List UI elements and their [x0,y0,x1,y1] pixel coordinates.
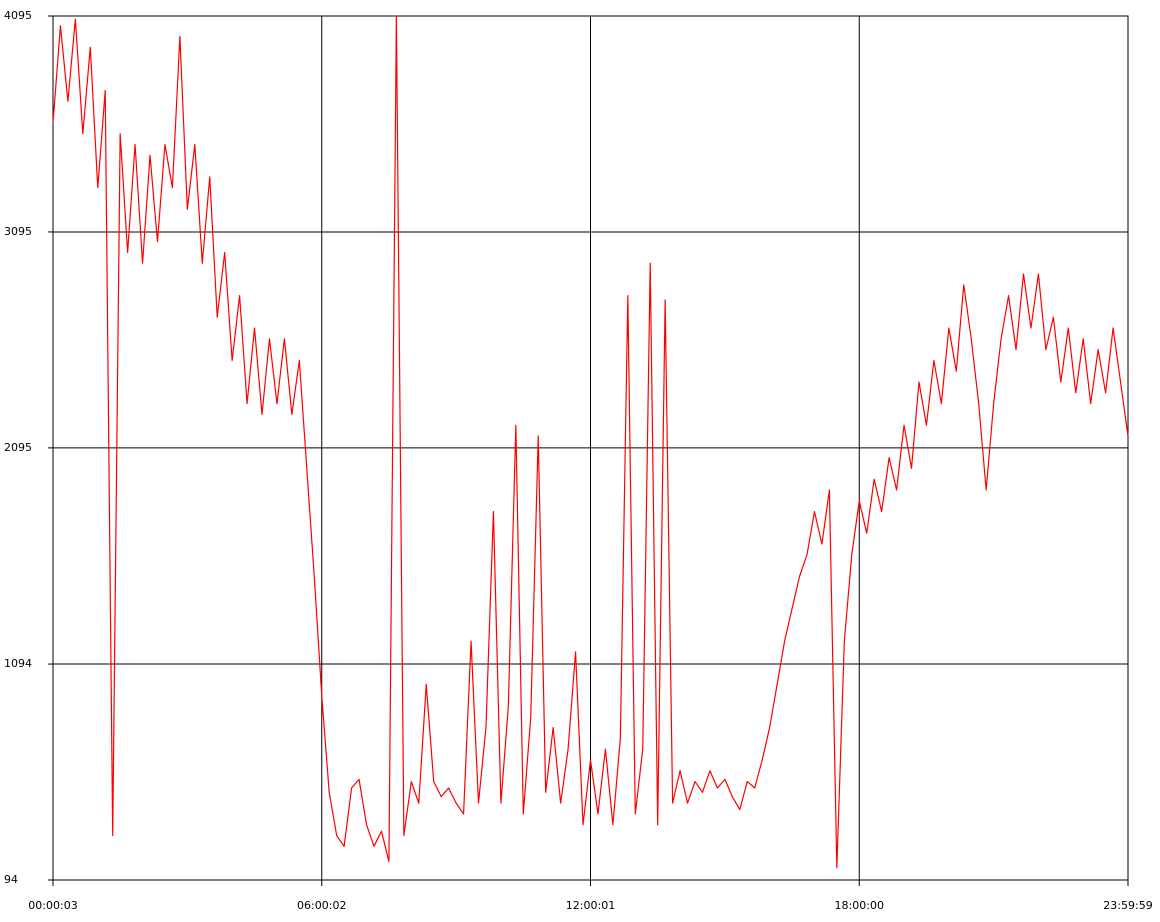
data-line [52,15,1129,869]
y-tick-label: 4095 [4,9,32,22]
x-tick-label: 12:00:01 [566,899,615,912]
y-tick-label: 94 [4,873,18,886]
y-tick-label: 2095 [4,441,32,454]
x-tick-label: 18:00:00 [835,899,884,912]
y-tick-label: 3095 [4,225,32,238]
x-tick-label: 23:59:59 [1103,899,1152,912]
x-tick-label: 00:00:03 [28,899,77,912]
y-tick-label: 1094 [4,657,32,670]
x-tick-label: 06:00:02 [297,899,346,912]
